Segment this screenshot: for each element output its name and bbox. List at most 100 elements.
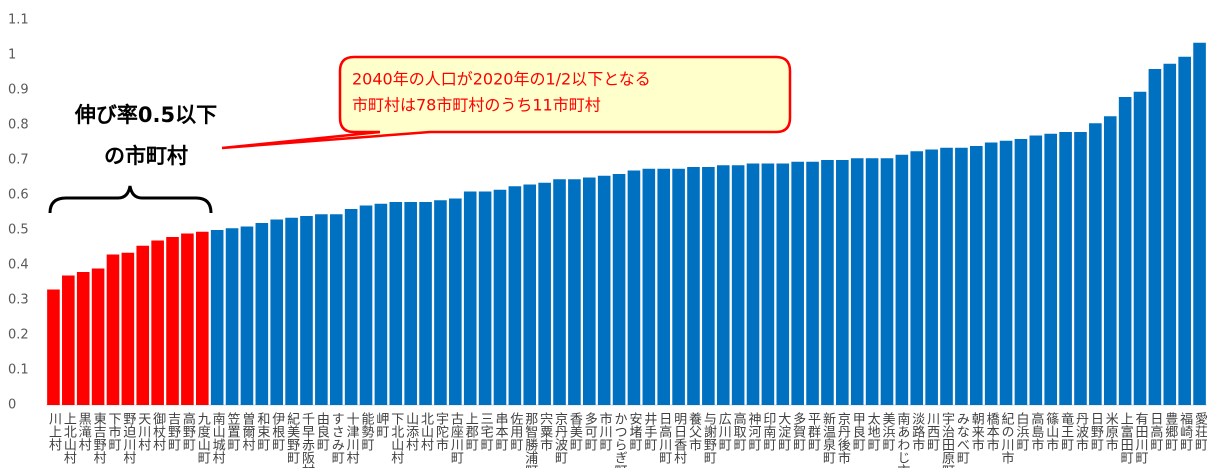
x-tick-label: 高取町: [731, 411, 747, 451]
x-tick-label: 与謝野町: [701, 412, 717, 464]
y-tick-label: 0.7: [8, 153, 29, 168]
bar: [597, 175, 611, 405]
bar: [761, 163, 775, 405]
y-tick-label: 0: [8, 398, 16, 413]
x-tick-label: 橋本市: [984, 412, 1000, 451]
x-tick-label: 京丹波町: [552, 412, 568, 464]
bar: [1193, 42, 1206, 405]
x-tick-label: 白浜町: [1013, 411, 1029, 451]
callout-text: 市町村は78市町村のうち11市町村: [352, 96, 601, 115]
bar: [1163, 63, 1177, 405]
x-tick-label: 市川町: [597, 411, 613, 451]
bar: [955, 147, 968, 405]
bar: [359, 205, 373, 405]
bar: [836, 160, 849, 405]
bar: [121, 252, 135, 405]
bar: [210, 230, 224, 405]
x-tick-label: 日高町: [1147, 412, 1163, 451]
x-tick-label: 日野町: [1088, 412, 1104, 451]
bar: [508, 186, 522, 405]
x-tick-label: 能勢町: [359, 412, 375, 451]
y-tick-label: 1.1: [8, 13, 29, 28]
bar: [374, 203, 388, 405]
bar: [1103, 116, 1117, 405]
bar: [776, 163, 790, 405]
callout-text: 2040年の人口が2020年の1/2以下となる: [352, 70, 651, 89]
x-tick-label: 竜王町: [1058, 412, 1074, 451]
bar: [329, 214, 343, 405]
bar: [151, 240, 164, 405]
bar: [240, 226, 254, 405]
x-tick-label: 淡路市: [909, 412, 925, 451]
x-tick-label: 養父市: [686, 411, 702, 451]
x-tick-label: 香美町: [567, 412, 583, 451]
x-tick-label: 多可町: [582, 411, 598, 451]
bar: [642, 168, 656, 405]
y-tick-label: 0.8: [8, 118, 29, 133]
x-tick-label: 川西町: [924, 412, 940, 451]
x-tick-label: 平群町: [805, 412, 821, 451]
bar: [568, 179, 581, 405]
x-tick-label: 三宅町: [478, 412, 494, 451]
x-tick-label: 那智勝浦町: [522, 412, 538, 468]
bar: [746, 163, 760, 405]
bar: [940, 147, 953, 405]
bar: [315, 214, 328, 405]
x-tick-label: 佐用町: [507, 412, 523, 451]
x-tick-label: 広川町: [716, 412, 732, 451]
x-tick-label: 朝来市: [969, 412, 985, 451]
bar: [1074, 132, 1087, 405]
x-tick-label: みなべ町: [954, 412, 970, 464]
y-tick-label: 0.3: [8, 293, 29, 308]
x-tick-label: 天川村: [135, 412, 151, 451]
bar: [612, 174, 626, 405]
x-tick-label: 印南町: [760, 412, 776, 451]
bar: [404, 202, 417, 405]
bar: [449, 198, 462, 405]
x-tick-label: 串本町: [492, 412, 508, 451]
bar: [76, 272, 90, 405]
x-tick-label: 千早赤阪村: [299, 412, 315, 468]
bar: [672, 168, 685, 405]
bar: [627, 170, 641, 405]
bar: [702, 167, 715, 405]
x-tick-label: 太地町: [865, 412, 881, 451]
bar: [1014, 139, 1028, 405]
bar: [1044, 133, 1058, 405]
x-tick-label: 安堵町: [626, 412, 642, 451]
bar: [1178, 56, 1191, 405]
x-tick-label: 笠置町: [225, 412, 241, 451]
x-tick-label: すさみ町: [329, 412, 345, 464]
x-tick-label: 九度山町: [195, 412, 211, 464]
x-tick-label: 井手町: [641, 412, 657, 451]
x-tick-label: 神河町: [746, 412, 762, 451]
x-tick-label: 福崎町: [1177, 412, 1193, 451]
bar: [880, 158, 894, 405]
y-tick-label: 0.6: [8, 188, 29, 203]
x-tick-label: 美浜町: [879, 412, 895, 451]
bar: [806, 161, 819, 405]
bar: [999, 140, 1013, 405]
x-tick-label: 伊根町: [269, 412, 285, 451]
x-tick-label: 高島市: [1028, 411, 1044, 451]
bar: [463, 191, 477, 405]
x-tick-label: 愛荘町: [1192, 412, 1207, 451]
x-tick-label: 高野町: [180, 411, 196, 451]
x-tick-label: 京丹後市: [835, 412, 851, 464]
x-tick-label: 宍粟市: [537, 412, 553, 451]
x-tick-label: 曽爾村: [239, 412, 255, 451]
bar: [1029, 135, 1043, 405]
x-tick-label: 豊郷町: [1162, 412, 1178, 451]
bar: [1133, 91, 1147, 405]
x-tick-label: 御杖村: [150, 412, 166, 451]
bar: [181, 233, 194, 405]
bar: [1148, 69, 1162, 405]
x-tick-label: 紀の川市: [999, 412, 1015, 464]
bar: [791, 161, 804, 405]
bar: [984, 142, 998, 405]
bar: [716, 165, 730, 405]
callout: [221, 55, 792, 150]
bar: [969, 146, 983, 405]
bar: [1118, 97, 1132, 405]
annotation-text: の市町村: [104, 144, 188, 168]
